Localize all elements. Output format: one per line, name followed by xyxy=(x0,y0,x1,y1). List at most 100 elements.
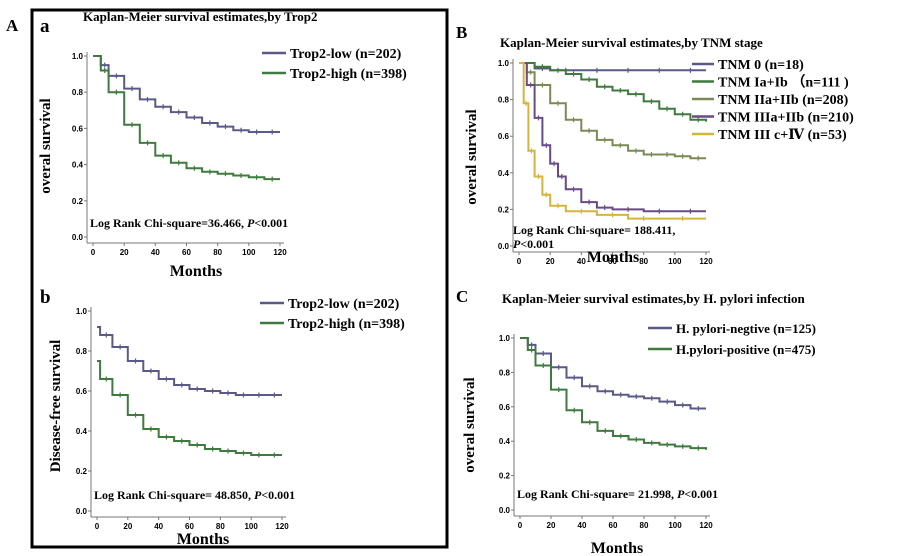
annotation-text: Log Rank Chi-square= 21.998, xyxy=(517,487,677,501)
x-tick-label: 80 xyxy=(640,521,649,530)
legend-label: TNM IIIa+IIb (n=210) xyxy=(718,111,854,126)
legend-label: H.pylori-positive (n=475) xyxy=(676,342,816,357)
legend-label: TNM 0 (n=18) xyxy=(718,58,804,73)
y-axis-label: overal survival xyxy=(38,98,54,193)
x-tick-label: 0 xyxy=(91,248,96,257)
legend-label: Trop2-high (n=398) xyxy=(290,67,407,82)
x-tick-label: 120 xyxy=(275,522,289,531)
x-tick-label: 100 xyxy=(242,248,256,257)
x-tick-label: 40 xyxy=(577,257,586,266)
y-tick-label: 1.0 xyxy=(76,307,88,316)
annotation-p: P xyxy=(254,488,262,502)
y-tick-label: 0.4 xyxy=(72,161,84,170)
chart-b: 0.0 0.2 0.4 0.6 0.8 1.0 0 20 40 60 80 100 120 Months D… xyxy=(48,297,405,548)
x-tick-label: 0 xyxy=(95,522,100,531)
x-tick-label: 40 xyxy=(154,522,163,531)
y-tick-label: 0.6 xyxy=(72,124,84,133)
series-line-high xyxy=(97,360,282,456)
y-tick-label: 0.4 xyxy=(76,427,88,436)
x-tick-label: 60 xyxy=(609,521,618,530)
log-rank-annotation: Log Rank Chi-square= 48.850, P<0.001 xyxy=(94,488,295,502)
x-tick-label: 120 xyxy=(699,521,713,530)
legend-label: Trop2-low (n=202) xyxy=(288,297,400,312)
x-tick-label: 120 xyxy=(273,248,287,257)
x-tick-label: 60 xyxy=(608,257,617,266)
y-tick-label: 0.6 xyxy=(499,403,511,412)
label-a: a xyxy=(40,16,50,37)
legend-label: Trop2-high (n=398) xyxy=(288,317,405,332)
legend-label: TNM IIa+IIb (n=208) xyxy=(718,93,849,108)
x-tick-label: 80 xyxy=(639,257,648,266)
annotation-tail: <0.001 xyxy=(520,237,554,251)
y-tick-label: 0.0 xyxy=(498,242,510,251)
y-tick-label: 0.4 xyxy=(498,169,510,178)
chart-title: Kaplan-Meier survival estimates,by Trop2 xyxy=(83,9,317,24)
legend-label: TNM Ia+Ib （n=111 ) xyxy=(718,75,849,91)
y-tick-label: 0.2 xyxy=(499,472,511,481)
y-tick-label: 0.8 xyxy=(499,368,511,377)
y-tick-label: 0.0 xyxy=(76,507,88,516)
series-line-low xyxy=(97,326,282,396)
x-tick-label: 0 xyxy=(518,521,523,530)
y-tick-label: 0.8 xyxy=(72,88,84,97)
annotation-p: P xyxy=(247,216,255,230)
y-tick-label: 0.2 xyxy=(76,467,88,476)
annotation-text: Log Rank Chi-square= 48.850, xyxy=(94,488,254,502)
label-C: C xyxy=(456,287,468,306)
y-axis-label: Disease-free survival xyxy=(48,340,64,473)
y-tick-label: 0.4 xyxy=(499,437,511,446)
annotation-text: Log Rank Chi-square=36.466, xyxy=(90,216,247,230)
legend-label: TNM III c+Ⅳ (n=53) xyxy=(718,128,847,143)
y-tick-label: 0.2 xyxy=(498,205,510,214)
y-tick-label: 0.6 xyxy=(76,387,88,396)
y-tick-label: 1.0 xyxy=(499,334,511,343)
y-tick-label: 1.0 xyxy=(498,59,510,68)
x-axis-label: Months xyxy=(170,263,222,280)
label-b: b xyxy=(40,287,51,308)
legend-label: H. pylori-negtive (n=125) xyxy=(676,321,816,336)
y-tick-label: 0.6 xyxy=(498,132,510,141)
x-tick-label: 40 xyxy=(578,521,587,530)
x-axis-label: Months xyxy=(587,249,639,266)
annotation-p: P xyxy=(513,237,521,251)
x-tick-label: 40 xyxy=(151,248,160,257)
y-tick-label: 0.2 xyxy=(72,197,84,206)
series-line-tnm2 xyxy=(519,62,706,160)
x-axis-label: Months xyxy=(591,540,643,556)
x-axis-label: Months xyxy=(177,531,229,548)
series-line-tnm4 xyxy=(519,62,706,220)
chart-B: Kaplan-Meier survival estimates,by TNM s… xyxy=(464,35,854,266)
chart-a: Kaplan-Meier survival estimates,by Trop2… xyxy=(38,9,407,280)
y-tick-label: 0.0 xyxy=(72,233,84,242)
label-A: A xyxy=(6,16,19,35)
x-tick-label: 80 xyxy=(213,248,222,257)
x-tick-label: 100 xyxy=(244,522,258,531)
y-axis-label: overal survival xyxy=(464,109,480,204)
log-rank-annotation: Log Rank Chi-square= 21.998, P<0.001 xyxy=(517,487,718,501)
log-rank-annotation: Log Rank Chi-square=36.466, P<0.001 xyxy=(90,216,288,230)
annotation-tail: <0.001 xyxy=(261,488,295,502)
series-line-low xyxy=(93,55,280,133)
series-line-tnm3 xyxy=(519,62,706,213)
chart-title: Kaplan-Meier survival estimates,by TNM s… xyxy=(500,35,763,50)
x-tick-label: 80 xyxy=(216,522,225,531)
y-axis-label: overal survival xyxy=(462,377,478,472)
x-tick-label: 60 xyxy=(185,522,194,531)
x-tick-label: 100 xyxy=(668,521,682,530)
chart-title: Kaplan-Meier survival estimates,by H. py… xyxy=(502,291,805,306)
panel-a-frame xyxy=(30,8,449,549)
x-tick-label: 20 xyxy=(546,257,555,266)
series-line-tnm1 xyxy=(519,62,707,122)
annotation-p: P xyxy=(677,487,685,501)
label-B: B xyxy=(456,23,467,42)
x-tick-label: 20 xyxy=(120,248,129,257)
log-rank-annotation: Log Rank Chi-square= 188.411, P<0.001 xyxy=(513,223,675,251)
y-tick-label: 0.8 xyxy=(498,96,510,105)
x-tick-label: 0 xyxy=(517,257,522,266)
y-tick-label: 0.0 xyxy=(499,506,511,515)
x-tick-label: 20 xyxy=(547,521,556,530)
annotation-tail: <0.001 xyxy=(684,487,718,501)
annotation-text: Log Rank Chi-square= 188.411, xyxy=(513,223,675,237)
y-tick-label: 0.8 xyxy=(76,347,88,356)
